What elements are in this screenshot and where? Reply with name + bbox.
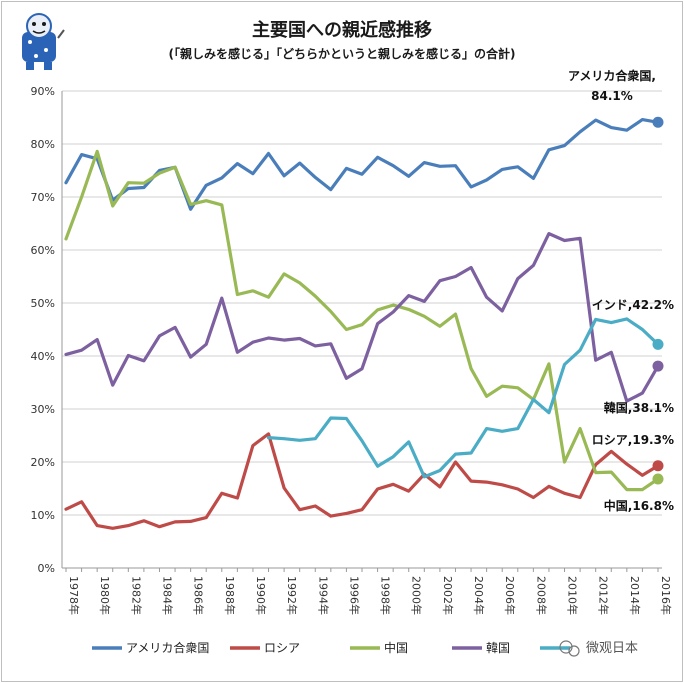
y-tick-label: 30% (31, 403, 55, 416)
x-tick-label: 1990年 (254, 576, 268, 615)
legend-label: 韓国 (486, 641, 510, 655)
annotation-russia: ロシア,19.3% (592, 433, 674, 447)
x-tick-label: 1982年 (129, 576, 143, 615)
x-tick-label: 2006年 (503, 576, 517, 615)
y-tick-label: 80% (31, 138, 55, 151)
legend-item: 韓国 (452, 641, 510, 655)
legend-label: 中国 (384, 640, 408, 655)
annotation-usa-value: 84.1% (591, 89, 633, 103)
legend-item: 中国 (350, 640, 408, 655)
x-tick-label: 1984年 (160, 576, 174, 615)
chart-title: 主要国への親近感推移 (252, 19, 432, 41)
x-tick-label: 1996年 (347, 576, 361, 615)
y-tick-label: 10% (31, 509, 55, 522)
series-line (64, 232, 660, 403)
y-tick-label: 90% (31, 85, 55, 98)
annotation-korea: 韓国,38.1% (604, 400, 674, 415)
series-end-point (652, 473, 664, 485)
annotation-india: インド,42.2% (592, 298, 674, 312)
y-tick-label: 20% (31, 456, 55, 469)
x-tick-label: 2014年 (628, 576, 642, 615)
series-end-point (652, 116, 664, 128)
series-line (64, 118, 660, 211)
series-line (266, 317, 660, 479)
y-tick-label: 70% (31, 191, 55, 204)
x-tick-label: 1978年 (67, 576, 81, 615)
legend-item: アメリカ合衆国 (92, 640, 209, 655)
y-tick-label: 50% (31, 297, 55, 310)
x-tick-label: 2000年 (410, 576, 424, 615)
series-lines (64, 116, 664, 530)
x-tick-label: 2002年 (441, 576, 455, 615)
legend-label: ロシア (264, 641, 300, 655)
annotation-usa-name: アメリカ合衆国, (568, 68, 656, 83)
y-tick-label: 60% (31, 244, 55, 257)
series-line (64, 149, 660, 492)
legend-label: アメリカ合衆国 (126, 640, 209, 655)
legend-item: ロシア (230, 641, 300, 655)
series-end-point (652, 360, 664, 372)
x-tick-label: 2008年 (534, 576, 548, 615)
mascot-icon (22, 13, 65, 70)
x-tick-label: 1992年 (285, 576, 299, 615)
y-tick-label: 40% (31, 350, 55, 363)
x-tick-label: 1998年 (379, 576, 393, 615)
x-tick-label: 2004年 (472, 576, 486, 615)
annotation-china: 中国,16.8% (604, 498, 674, 513)
x-tick-label: 2016年 (659, 576, 673, 615)
x-tick-label: 1986年 (192, 576, 206, 615)
series-end-point (652, 460, 664, 472)
x-tick-label: 1988年 (223, 576, 237, 615)
chart-subtitle: (「親しみを感じる」「どちらかというと親しみを感じる」の合計) (169, 46, 516, 61)
x-axis-ticks: 1978年 1980年 1982年 1984年 1986年 1988年 1990年 1992年… (65, 568, 673, 615)
series-end-point (652, 338, 664, 350)
x-tick-label: 2010年 (566, 576, 580, 615)
series-line (64, 432, 660, 530)
x-tick-label: 1980年 (98, 576, 112, 615)
x-tick-label: 1994年 (316, 576, 330, 615)
y-tick-label: 0% (38, 562, 55, 575)
y-axis-ticks: 0% 10% 20% 30% 40% 50% 60% 70% 80% 90% (31, 85, 55, 575)
watermark-text: 微观日本 (586, 641, 638, 656)
x-tick-label: 2012年 (597, 576, 611, 615)
legend: アメリカ合衆国 ロシア 中国 韓国 (92, 640, 570, 655)
watermark: 微观日本 (559, 640, 638, 657)
